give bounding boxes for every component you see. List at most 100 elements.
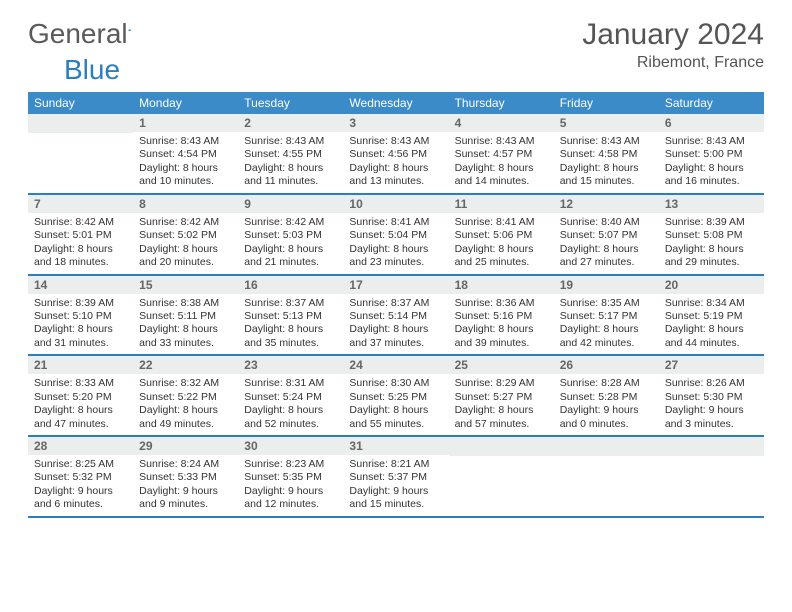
day-cell: 5Sunrise: 8:43 AMSunset: 4:58 PMDaylight… bbox=[554, 114, 659, 193]
day-body: Sunrise: 8:24 AMSunset: 5:33 PMDaylight:… bbox=[133, 455, 238, 516]
day-body: Sunrise: 8:23 AMSunset: 5:35 PMDaylight:… bbox=[238, 455, 343, 516]
weekday-header: Saturday bbox=[659, 92, 764, 114]
day-cell: 27Sunrise: 8:26 AMSunset: 5:30 PMDayligh… bbox=[659, 356, 764, 435]
day-body: Sunrise: 8:38 AMSunset: 5:11 PMDaylight:… bbox=[133, 294, 238, 355]
day-number: 7 bbox=[28, 195, 133, 213]
day-body: Sunrise: 8:25 AMSunset: 5:32 PMDaylight:… bbox=[28, 455, 133, 516]
day-number: 18 bbox=[449, 276, 554, 294]
weekday-header: Sunday bbox=[28, 92, 133, 114]
day-cell: 6Sunrise: 8:43 AMSunset: 5:00 PMDaylight… bbox=[659, 114, 764, 193]
day-cell: 24Sunrise: 8:30 AMSunset: 5:25 PMDayligh… bbox=[343, 356, 448, 435]
day-cell bbox=[28, 114, 133, 193]
day-number-empty bbox=[28, 114, 133, 133]
weekday-header: Thursday bbox=[449, 92, 554, 114]
day-number: 20 bbox=[659, 276, 764, 294]
day-body: Sunrise: 8:32 AMSunset: 5:22 PMDaylight:… bbox=[133, 374, 238, 435]
day-cell: 14Sunrise: 8:39 AMSunset: 5:10 PMDayligh… bbox=[28, 276, 133, 355]
calendar: SundayMondayTuesdayWednesdayThursdayFrid… bbox=[28, 92, 764, 518]
day-number: 22 bbox=[133, 356, 238, 374]
day-body: Sunrise: 8:42 AMSunset: 5:03 PMDaylight:… bbox=[238, 213, 343, 274]
day-number: 9 bbox=[238, 195, 343, 213]
day-cell: 15Sunrise: 8:38 AMSunset: 5:11 PMDayligh… bbox=[133, 276, 238, 355]
day-body: Sunrise: 8:26 AMSunset: 5:30 PMDaylight:… bbox=[659, 374, 764, 435]
title-block: January 2024 Ribemont, France bbox=[582, 18, 764, 72]
day-cell: 8Sunrise: 8:42 AMSunset: 5:02 PMDaylight… bbox=[133, 195, 238, 274]
day-body: Sunrise: 8:21 AMSunset: 5:37 PMDaylight:… bbox=[343, 455, 448, 516]
day-cell: 18Sunrise: 8:36 AMSunset: 5:16 PMDayligh… bbox=[449, 276, 554, 355]
brand-part2: Blue bbox=[64, 54, 120, 86]
day-number: 14 bbox=[28, 276, 133, 294]
weeks-container: 1Sunrise: 8:43 AMSunset: 4:54 PMDaylight… bbox=[28, 114, 764, 518]
day-cell: 12Sunrise: 8:40 AMSunset: 5:07 PMDayligh… bbox=[554, 195, 659, 274]
day-body: Sunrise: 8:43 AMSunset: 4:54 PMDaylight:… bbox=[133, 132, 238, 193]
day-body: Sunrise: 8:42 AMSunset: 5:02 PMDaylight:… bbox=[133, 213, 238, 274]
day-cell: 19Sunrise: 8:35 AMSunset: 5:17 PMDayligh… bbox=[554, 276, 659, 355]
week-row: 21Sunrise: 8:33 AMSunset: 5:20 PMDayligh… bbox=[28, 356, 764, 437]
day-body: Sunrise: 8:31 AMSunset: 5:24 PMDaylight:… bbox=[238, 374, 343, 435]
day-body: Sunrise: 8:43 AMSunset: 4:56 PMDaylight:… bbox=[343, 132, 448, 193]
day-body: Sunrise: 8:29 AMSunset: 5:27 PMDaylight:… bbox=[449, 374, 554, 435]
title-location: Ribemont, France bbox=[582, 54, 764, 72]
day-body: Sunrise: 8:43 AMSunset: 4:55 PMDaylight:… bbox=[238, 132, 343, 193]
day-body: Sunrise: 8:42 AMSunset: 5:01 PMDaylight:… bbox=[28, 213, 133, 274]
day-number: 11 bbox=[449, 195, 554, 213]
day-body: Sunrise: 8:30 AMSunset: 5:25 PMDaylight:… bbox=[343, 374, 448, 435]
day-cell: 22Sunrise: 8:32 AMSunset: 5:22 PMDayligh… bbox=[133, 356, 238, 435]
brand-part1: General bbox=[28, 18, 128, 50]
day-number: 4 bbox=[449, 114, 554, 132]
day-number: 15 bbox=[133, 276, 238, 294]
day-number: 17 bbox=[343, 276, 448, 294]
day-cell: 31Sunrise: 8:21 AMSunset: 5:37 PMDayligh… bbox=[343, 437, 448, 516]
day-cell: 1Sunrise: 8:43 AMSunset: 4:54 PMDaylight… bbox=[133, 114, 238, 193]
day-number: 28 bbox=[28, 437, 133, 455]
day-number: 23 bbox=[238, 356, 343, 374]
weekday-header: Wednesday bbox=[343, 92, 448, 114]
day-cell bbox=[554, 437, 659, 516]
day-body: Sunrise: 8:35 AMSunset: 5:17 PMDaylight:… bbox=[554, 294, 659, 355]
day-number: 25 bbox=[449, 356, 554, 374]
day-number-empty bbox=[449, 437, 554, 456]
day-number: 21 bbox=[28, 356, 133, 374]
day-number: 13 bbox=[659, 195, 764, 213]
day-cell: 7Sunrise: 8:42 AMSunset: 5:01 PMDaylight… bbox=[28, 195, 133, 274]
week-row: 14Sunrise: 8:39 AMSunset: 5:10 PMDayligh… bbox=[28, 276, 764, 357]
day-cell: 23Sunrise: 8:31 AMSunset: 5:24 PMDayligh… bbox=[238, 356, 343, 435]
day-body: Sunrise: 8:43 AMSunset: 4:57 PMDaylight:… bbox=[449, 132, 554, 193]
day-number: 1 bbox=[133, 114, 238, 132]
day-cell: 4Sunrise: 8:43 AMSunset: 4:57 PMDaylight… bbox=[449, 114, 554, 193]
day-cell: 29Sunrise: 8:24 AMSunset: 5:33 PMDayligh… bbox=[133, 437, 238, 516]
day-cell: 20Sunrise: 8:34 AMSunset: 5:19 PMDayligh… bbox=[659, 276, 764, 355]
day-number: 5 bbox=[554, 114, 659, 132]
day-body: Sunrise: 8:43 AMSunset: 4:58 PMDaylight:… bbox=[554, 132, 659, 193]
day-number: 3 bbox=[343, 114, 448, 132]
sail-icon bbox=[128, 19, 131, 41]
day-number: 2 bbox=[238, 114, 343, 132]
week-row: 1Sunrise: 8:43 AMSunset: 4:54 PMDaylight… bbox=[28, 114, 764, 195]
day-number: 10 bbox=[343, 195, 448, 213]
day-number: 27 bbox=[659, 356, 764, 374]
day-body: Sunrise: 8:28 AMSunset: 5:28 PMDaylight:… bbox=[554, 374, 659, 435]
day-cell: 13Sunrise: 8:39 AMSunset: 5:08 PMDayligh… bbox=[659, 195, 764, 274]
day-body: Sunrise: 8:41 AMSunset: 5:04 PMDaylight:… bbox=[343, 213, 448, 274]
day-number: 30 bbox=[238, 437, 343, 455]
weekday-header-row: SundayMondayTuesdayWednesdayThursdayFrid… bbox=[28, 92, 764, 114]
weekday-header: Friday bbox=[554, 92, 659, 114]
day-cell bbox=[449, 437, 554, 516]
day-number: 8 bbox=[133, 195, 238, 213]
day-body: Sunrise: 8:40 AMSunset: 5:07 PMDaylight:… bbox=[554, 213, 659, 274]
day-number-empty bbox=[659, 437, 764, 456]
day-cell: 10Sunrise: 8:41 AMSunset: 5:04 PMDayligh… bbox=[343, 195, 448, 274]
day-cell: 16Sunrise: 8:37 AMSunset: 5:13 PMDayligh… bbox=[238, 276, 343, 355]
day-cell: 17Sunrise: 8:37 AMSunset: 5:14 PMDayligh… bbox=[343, 276, 448, 355]
day-cell: 9Sunrise: 8:42 AMSunset: 5:03 PMDaylight… bbox=[238, 195, 343, 274]
day-body: Sunrise: 8:34 AMSunset: 5:19 PMDaylight:… bbox=[659, 294, 764, 355]
day-body: Sunrise: 8:33 AMSunset: 5:20 PMDaylight:… bbox=[28, 374, 133, 435]
day-number: 6 bbox=[659, 114, 764, 132]
day-body: Sunrise: 8:37 AMSunset: 5:14 PMDaylight:… bbox=[343, 294, 448, 355]
day-cell: 25Sunrise: 8:29 AMSunset: 5:27 PMDayligh… bbox=[449, 356, 554, 435]
day-number: 12 bbox=[554, 195, 659, 213]
day-cell: 3Sunrise: 8:43 AMSunset: 4:56 PMDaylight… bbox=[343, 114, 448, 193]
day-cell: 28Sunrise: 8:25 AMSunset: 5:32 PMDayligh… bbox=[28, 437, 133, 516]
weekday-header: Monday bbox=[133, 92, 238, 114]
day-cell: 11Sunrise: 8:41 AMSunset: 5:06 PMDayligh… bbox=[449, 195, 554, 274]
